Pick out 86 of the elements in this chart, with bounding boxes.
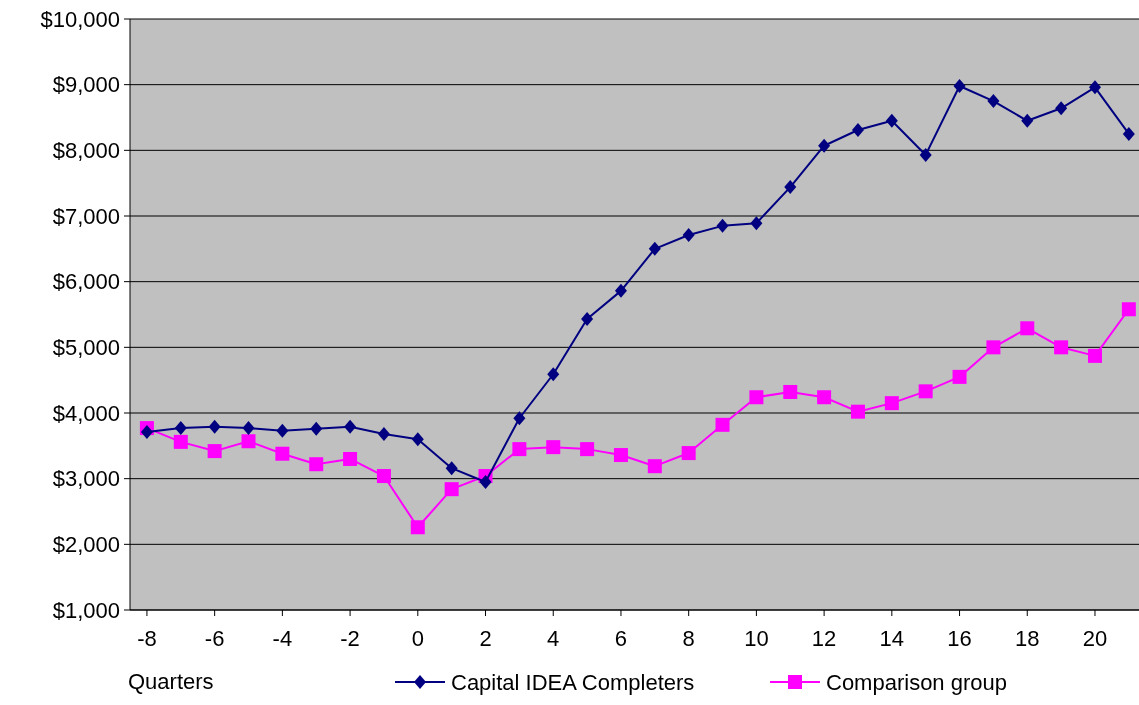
x-tick-label: 6	[614, 626, 628, 651]
point	[987, 94, 1000, 109]
point	[953, 78, 966, 93]
point	[546, 440, 561, 455]
point	[344, 419, 357, 434]
point	[715, 417, 730, 432]
point	[513, 411, 526, 426]
point	[376, 469, 391, 484]
point	[411, 432, 424, 447]
point	[817, 390, 832, 405]
x-tick-label: 14	[879, 626, 905, 651]
x-tick-label: 2	[479, 626, 492, 651]
point	[241, 434, 256, 449]
legend-label: Comparison group	[826, 670, 1007, 695]
point	[276, 423, 289, 438]
point	[1122, 126, 1135, 141]
y-tick-label: $3,000	[52, 466, 120, 492]
point	[647, 459, 662, 474]
point	[1087, 348, 1102, 363]
point	[1055, 101, 1068, 116]
point	[1020, 321, 1035, 336]
point	[614, 283, 627, 298]
x-tick-label: 18	[1015, 626, 1040, 651]
point	[682, 228, 695, 243]
point	[1021, 113, 1034, 128]
point	[952, 369, 967, 384]
x-tick-label: -4	[272, 626, 293, 651]
point	[716, 218, 729, 233]
legend-label: Capital IDEA Completers	[451, 670, 695, 695]
point	[581, 312, 594, 327]
y-tick-label: $10,000	[40, 6, 120, 32]
y-tick-label: $7,000	[52, 203, 120, 229]
point	[850, 404, 865, 419]
point	[377, 427, 390, 442]
point	[885, 113, 898, 128]
point	[884, 396, 899, 411]
y-tick-label: $8,000	[52, 138, 120, 164]
point	[479, 474, 492, 489]
x-axis-title: Quarters	[128, 669, 214, 694]
point	[512, 442, 527, 457]
point	[173, 434, 188, 449]
point	[851, 122, 864, 137]
point	[613, 448, 628, 463]
point	[648, 241, 661, 256]
point	[207, 444, 222, 459]
point	[275, 446, 290, 461]
point	[140, 425, 153, 440]
x-tick-label: 10	[744, 626, 769, 651]
point	[208, 419, 221, 434]
point	[444, 482, 459, 497]
point	[1088, 80, 1101, 95]
point	[1121, 302, 1136, 317]
y-tick-label: $6,000	[52, 269, 120, 295]
point	[681, 446, 696, 461]
point	[410, 520, 425, 535]
point	[918, 384, 933, 399]
point	[343, 451, 358, 466]
x-tick-label: 4	[547, 626, 560, 651]
y-tick-label: $9,000	[52, 72, 120, 98]
point	[986, 340, 1001, 355]
point	[242, 421, 255, 436]
point	[750, 216, 763, 231]
point	[783, 384, 798, 399]
x-tick-label: 12	[811, 626, 837, 651]
point	[919, 147, 932, 162]
x-tick-label: -6	[204, 626, 225, 651]
point	[784, 180, 797, 195]
x-tick-label: 20	[1082, 626, 1108, 651]
point	[445, 461, 458, 476]
x-tick-label: 0	[411, 626, 424, 651]
x-tick-label: 8	[682, 626, 695, 651]
y-tick-label: $5,000	[52, 335, 120, 361]
point	[1054, 340, 1069, 355]
point	[309, 457, 324, 472]
x-tick-label: -2	[340, 626, 360, 651]
point	[749, 390, 764, 405]
point	[547, 367, 560, 382]
y-tick-label: $4,000	[52, 400, 120, 426]
x-tick-label: 16	[947, 626, 972, 651]
y-tick-label: $1,000	[52, 597, 120, 623]
point	[818, 138, 831, 153]
point	[310, 421, 323, 436]
x-tick-label: -8	[137, 626, 157, 651]
y-tick-label: $2,000	[52, 532, 120, 558]
point	[580, 442, 595, 457]
point	[174, 421, 187, 436]
